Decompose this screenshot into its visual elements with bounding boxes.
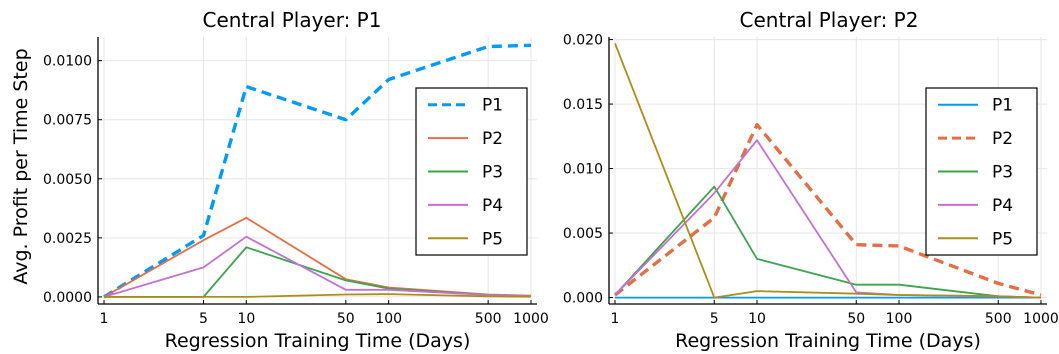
legend-label: P1 [992, 96, 1013, 116]
y-tick-label: 0.020 [563, 33, 603, 49]
x-tick-label: 500 [475, 311, 502, 327]
x-tick-label: 5 [199, 311, 208, 327]
chart-panel-1: 1 5 10 50 100 500 1000 0.0000 0.0025 0.0050 0.0075… [10, 8, 549, 352]
legend-label: P5 [482, 229, 503, 249]
x-tick-label: 500 [985, 311, 1012, 327]
y-tick-label: 0.010 [563, 162, 603, 178]
legend-label: P2 [482, 129, 503, 149]
x-axis-label: Regression Training Time (Days) [675, 330, 981, 352]
x-tick-label: 1 [100, 311, 109, 327]
y-tick-label: 0.0000 [43, 290, 92, 306]
x-tick-label: 100 [886, 311, 913, 327]
series-line-p5 [614, 43, 1042, 299]
series-line-p1 [103, 43, 532, 299]
x-tick-label: 100 [375, 311, 402, 327]
legend-label: P1 [482, 96, 503, 116]
series-line-p4 [103, 235, 532, 298]
x-tick-label: 10 [748, 311, 766, 327]
x-tick-label: 1 [611, 311, 620, 327]
legend-label: P2 [992, 129, 1013, 149]
x-tick-label: 10 [237, 311, 255, 327]
legend-label: P3 [482, 163, 503, 183]
legend-label: P4 [992, 196, 1013, 216]
y-tick-label: 0.0100 [43, 54, 92, 70]
legend-label: P5 [992, 229, 1013, 249]
legend: P1 P2 P3 P4 P5 [925, 87, 1038, 256]
chart-panel-2: 1 5 10 50 100 500 1000 0.000 0.005 0.010 0.015 0.02… [563, 8, 1059, 352]
x-tick-label: 50 [337, 311, 355, 327]
y-tick-label: 0.0075 [43, 113, 92, 129]
y-tick-label: 0.000 [563, 291, 603, 307]
y-tick-label: 0.0025 [43, 231, 92, 247]
x-tick-label: 1000 [513, 311, 549, 327]
x-tick-label: 1000 [1023, 311, 1059, 327]
chart-title: Central Player: P2 [740, 8, 919, 32]
y-tick-label: 0.0050 [43, 172, 92, 188]
series-line-p5 [104, 293, 532, 298]
legend-label: P3 [992, 163, 1013, 183]
y-tick-label: 0.005 [563, 226, 603, 242]
x-tick-label: 5 [710, 311, 719, 327]
x-axis-label: Regression Training Time (Days) [165, 330, 471, 352]
y-tick-label: 0.015 [563, 97, 603, 113]
legend: P1 P2 P3 P4 P5 [415, 87, 528, 256]
chart-title: Central Player: P1 [203, 8, 382, 32]
x-tick-label: 50 [847, 311, 865, 327]
legend-label: P4 [482, 196, 503, 216]
series-line-p2 [613, 122, 1042, 297]
y-axis-label: Avg. Profit per Time Step [10, 48, 32, 284]
